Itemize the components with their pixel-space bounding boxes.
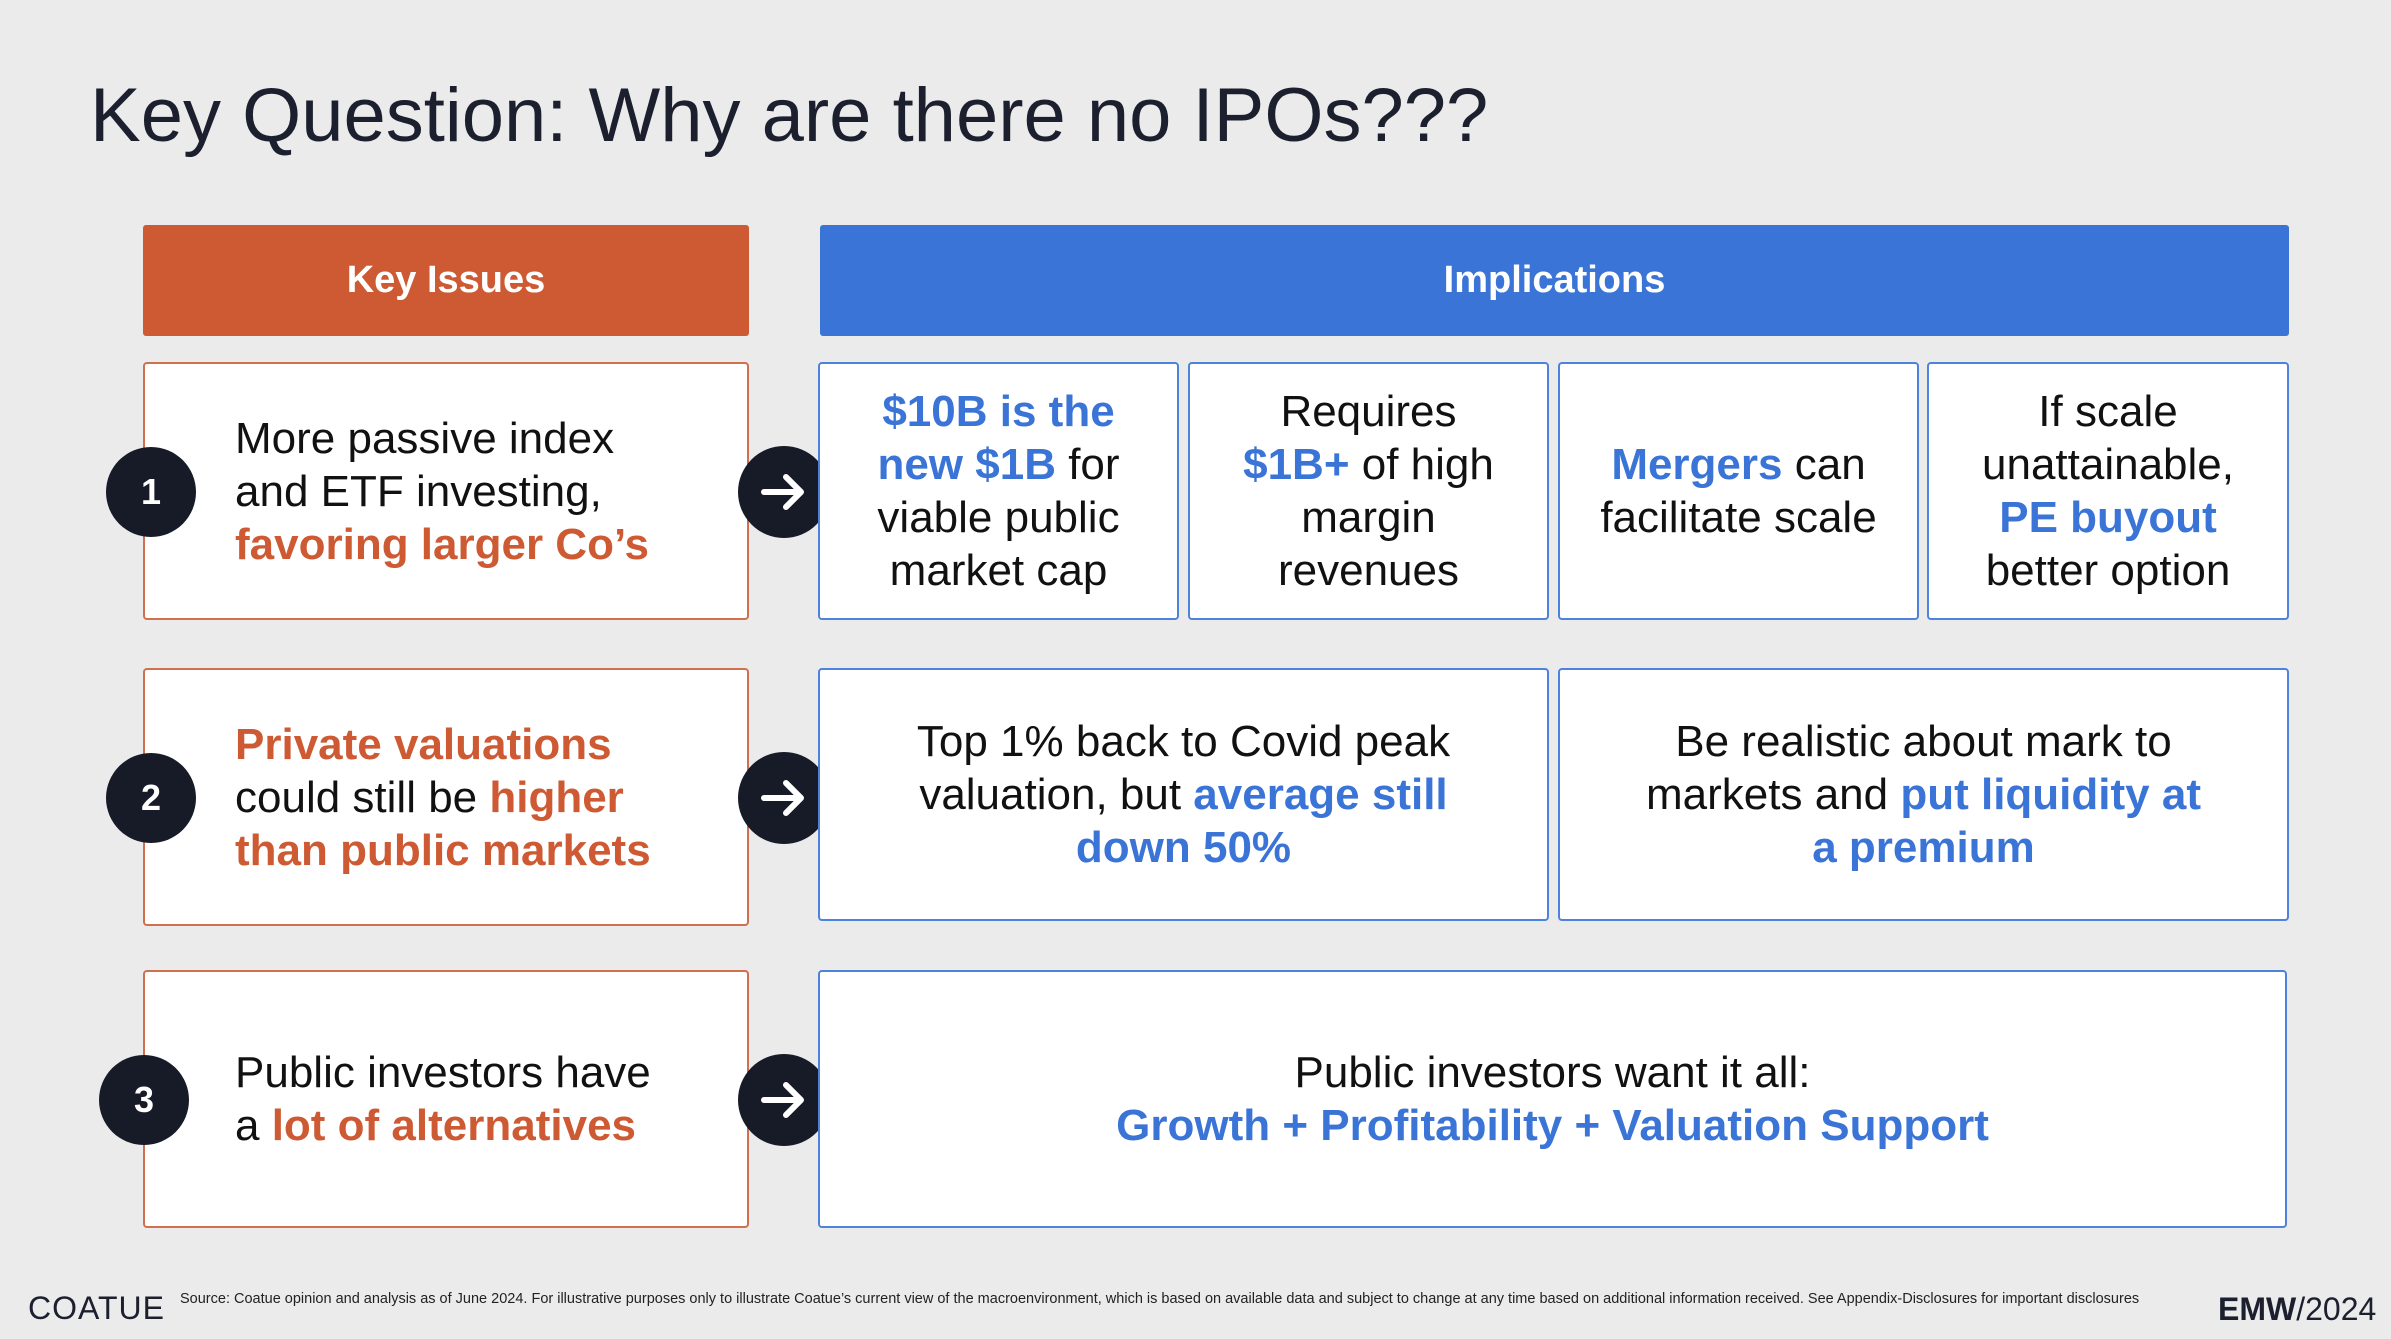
impl-1-1-highlight-1: $10B is the bbox=[882, 387, 1115, 436]
issue-card-2: Private valuations could still be higher… bbox=[143, 668, 749, 926]
impl-1-3-highlight: Mergers bbox=[1611, 440, 1783, 489]
arrow-right-icon bbox=[738, 446, 830, 538]
impl-1-2-text-1: Requires bbox=[1280, 387, 1457, 436]
impl-1-2-text-4: revenues bbox=[1277, 546, 1459, 595]
impl-1-3-text-2: facilitate scale bbox=[1600, 493, 1877, 542]
slide-title: Key Question: Why are there no IPOs??? bbox=[90, 73, 1489, 158]
issue-text-2: Private valuations could still be higher… bbox=[235, 718, 651, 877]
impl-2-2-text-2: markets and bbox=[1646, 770, 1901, 819]
impl-1-4-text-2: unattainable, bbox=[1982, 440, 2234, 489]
impl-2-2-highlight-2: put liquidity at bbox=[1900, 770, 2201, 819]
impl-1-2-highlight: $1B+ bbox=[1243, 440, 1350, 489]
arrow-right-icon bbox=[738, 752, 830, 844]
row-number-badge-1: 1 bbox=[106, 447, 196, 537]
impl-2-1-text-1: Top 1% back to Covid peak bbox=[916, 717, 1451, 766]
impl-2-1-text-2: valuation, but bbox=[919, 770, 1194, 819]
impl-1-1-text-3: viable public bbox=[877, 493, 1120, 542]
arrow-right-icon-svg bbox=[761, 1082, 804, 1118]
row-number-badge-3: 3 bbox=[99, 1055, 189, 1145]
implication-card-2-2: Be realistic about mark to markets and p… bbox=[1558, 668, 2289, 921]
implication-card-1-3: Mergers can facilitate scale bbox=[1558, 362, 1919, 620]
impl-1-4-text-4: better option bbox=[1985, 546, 2231, 595]
implication-card-1-4: If scale unattainable, PE buyout better … bbox=[1927, 362, 2289, 620]
issue-2-highlight-1: Private valuations bbox=[235, 719, 612, 769]
impl-3-1-text-1: Public investors want it all: bbox=[1294, 1048, 1811, 1097]
impl-1-1-text-4: market cap bbox=[889, 546, 1108, 595]
impl-2-2-highlight-3: a premium bbox=[1812, 823, 2035, 872]
issue-3-text-1: Public investors have bbox=[235, 1048, 651, 1097]
issue-1-line2: and ETF investing, bbox=[235, 466, 602, 516]
arrow-right-icon bbox=[738, 1054, 830, 1146]
impl-1-2-text-3: margin bbox=[1301, 493, 1436, 542]
event-label: EMW/2024 bbox=[2218, 1291, 2376, 1328]
issue-1-line1: More passive index bbox=[235, 413, 615, 463]
issue-3-highlight: lot of alternatives bbox=[271, 1101, 637, 1150]
arrow-right-icon-svg bbox=[761, 474, 804, 510]
impl-1-2-text-2: of high bbox=[1349, 440, 1494, 489]
issue-text-1: More passive index and ETF investing, fa… bbox=[235, 412, 649, 571]
impl-2-1-highlight-2: average still bbox=[1193, 770, 1448, 819]
issue-3-text-2: a bbox=[235, 1101, 272, 1150]
issue-card-1: More passive index and ETF investing, fa… bbox=[143, 362, 749, 620]
event-label-bold: EMW bbox=[2218, 1291, 2297, 1327]
row-number-badge-2: 2 bbox=[106, 753, 196, 843]
implication-card-2-1: Top 1% back to Covid peak valuation, but… bbox=[818, 668, 1549, 921]
event-label-year: /2024 bbox=[2296, 1291, 2377, 1327]
issue-2-highlight-2: higher bbox=[489, 772, 624, 822]
issue-1-highlight: favoring larger Co’s bbox=[235, 519, 650, 569]
impl-1-4-text-1: If scale bbox=[2038, 387, 2178, 436]
impl-2-1-highlight-3: down 50% bbox=[1075, 823, 1292, 872]
impl-1-3-text-1: can bbox=[1782, 440, 1866, 489]
implications-header: Implications bbox=[820, 225, 2289, 336]
issue-text-3: Public investors have a lot of alternati… bbox=[235, 1046, 651, 1152]
impl-1-1-text-2: for bbox=[1055, 440, 1120, 489]
impl-2-2-text-1: Be realistic about mark to bbox=[1675, 717, 2172, 766]
arrow-right-icon-svg bbox=[761, 780, 804, 816]
implication-card-1-1: $10B is the new $1B for viable public ma… bbox=[818, 362, 1179, 620]
coatue-logo: COATUE bbox=[28, 1290, 165, 1326]
implication-card-1-2: Requires $1B+ of high margin revenues bbox=[1188, 362, 1549, 620]
impl-1-4-highlight: PE buyout bbox=[1999, 493, 2217, 542]
issue-2-text-2: could still be bbox=[235, 772, 490, 822]
issue-card-3: Public investors have a lot of alternati… bbox=[143, 970, 749, 1228]
impl-3-1-highlight: Growth + Profitability + Valuation Suppo… bbox=[1116, 1101, 1989, 1150]
implication-card-3-1: Public investors want it all: Growth + P… bbox=[818, 970, 2287, 1228]
issue-2-highlight-3: than public markets bbox=[235, 825, 651, 875]
key-issues-header: Key Issues bbox=[143, 225, 749, 336]
impl-1-1-highlight-2: new $1B bbox=[877, 440, 1056, 489]
source-disclaimer: Source: Coatue opinion and analysis as o… bbox=[180, 1291, 2140, 1307]
